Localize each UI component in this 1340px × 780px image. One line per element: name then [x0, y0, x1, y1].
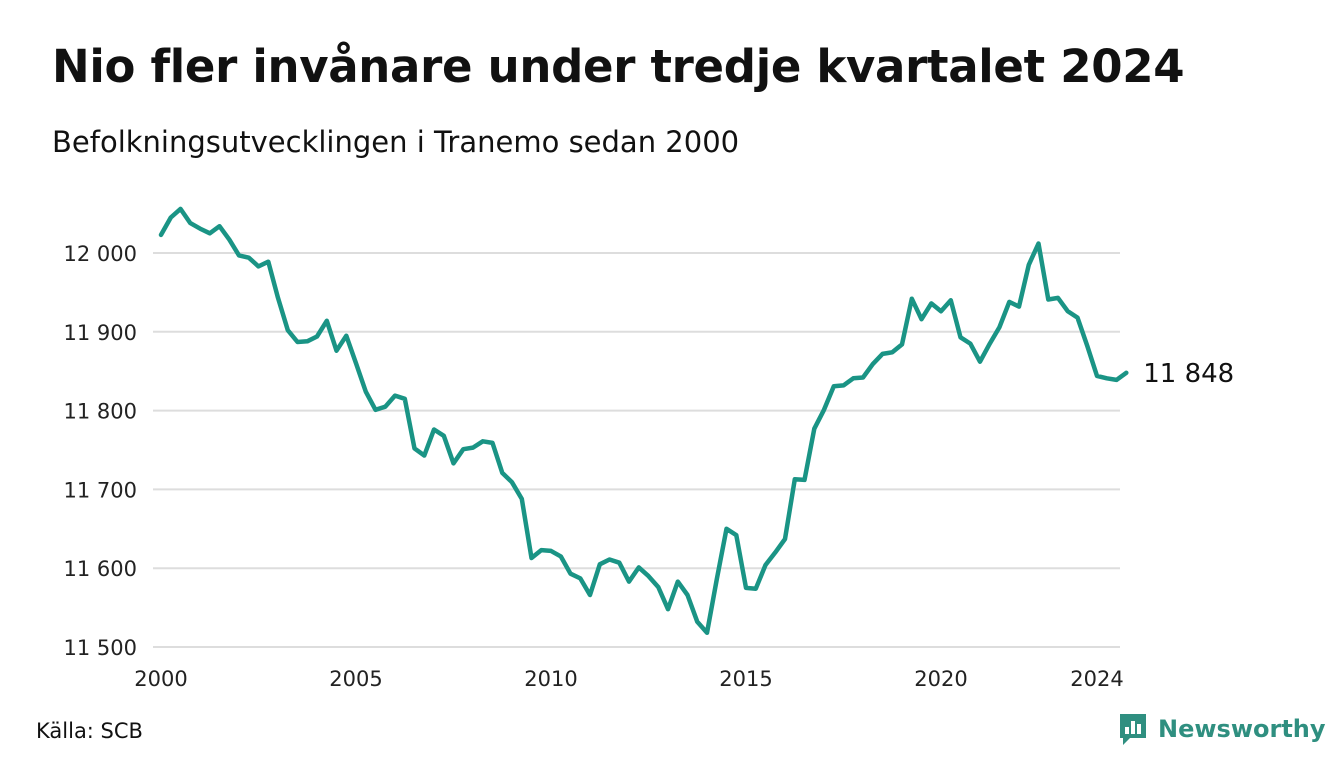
- brand-logo[interactable]: Newsworthy: [1118, 712, 1326, 746]
- y-tick-label: 11 700: [64, 478, 137, 502]
- y-tick-label: 11 500: [64, 636, 137, 660]
- end-label-group: 11 848: [1143, 359, 1234, 389]
- x-axis: 2000 2005 2010 2015 2020 2024: [134, 667, 1123, 691]
- gridlines: [153, 252, 1120, 648]
- y-axis: 11 500 11 600 11 700 11 800 11 900 12 000: [64, 242, 137, 660]
- x-tick-label: 2000: [134, 667, 187, 691]
- y-tick-label: 11 900: [64, 321, 137, 345]
- y-tick-label: 11 800: [64, 400, 137, 424]
- y-tick-label: 12 000: [64, 242, 137, 266]
- newsworthy-logo-icon: [1120, 714, 1146, 745]
- x-tick-label: 2020: [914, 667, 967, 691]
- series-group: [158, 206, 1129, 636]
- end-value-label: 11 848: [1143, 359, 1234, 389]
- x-tick-label: 2010: [524, 667, 577, 691]
- y-tick-label: 11 600: [64, 557, 137, 581]
- chart-subtitle: Befolkningsutvecklingen i Tranemo sedan …: [52, 125, 740, 159]
- x-tick-label: 2024: [1070, 667, 1123, 691]
- x-tick-label: 2005: [329, 667, 382, 691]
- brand-name: Newsworthy: [1158, 715, 1326, 743]
- x-tick-label: 2015: [719, 667, 772, 691]
- source-credit: Källa: SCB: [36, 719, 143, 743]
- series-line: [158, 206, 1129, 636]
- chart-title: Nio fler invånare under tredje kvartalet…: [52, 40, 1185, 93]
